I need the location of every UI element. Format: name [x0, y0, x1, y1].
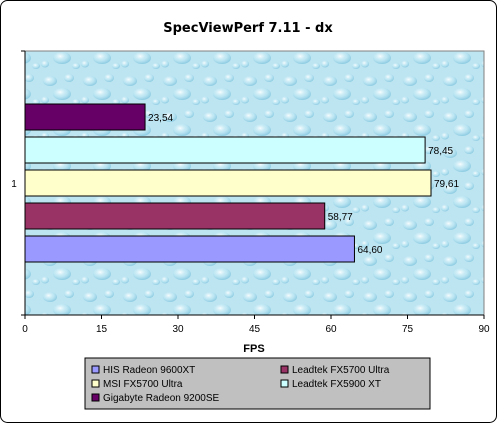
x-tick-label: 30	[172, 324, 184, 335]
legend-swatch	[91, 379, 100, 388]
legend-label: Leadtek FX5700 Ultra	[292, 365, 390, 376]
legend-swatch	[91, 393, 100, 402]
chart-title: SpecViewPerf 7.11 - dx	[163, 21, 333, 36]
bar	[24, 136, 426, 164]
bar	[24, 103, 146, 131]
x-tick-label: 90	[478, 324, 490, 335]
data-label: 64,60	[357, 245, 382, 256]
legend-label: Gigabyte Radeon 9200SE	[103, 393, 220, 404]
x-tick-label: 45	[249, 324, 261, 335]
x-tick-label: 75	[402, 324, 414, 335]
x-tick-label: 0	[22, 324, 28, 335]
y-tick-label: 1	[11, 179, 17, 190]
bar	[24, 202, 326, 230]
data-label: 23,54	[148, 113, 173, 124]
bar	[24, 169, 432, 197]
data-label: 58,77	[328, 212, 353, 223]
legend-box	[84, 357, 431, 410]
legend-label: HIS Radeon 9600XT	[103, 365, 195, 376]
axes: 0 15 30 45 60 75 90 1	[11, 50, 490, 335]
data-label: 79,61	[434, 179, 459, 190]
legend: HIS Radeon 9600XT Leadtek FX5700 Ultra MSI…	[84, 357, 431, 410]
x-axis-title: FPS	[243, 343, 264, 355]
legend-swatch	[280, 365, 289, 374]
x-tick-label: 60	[325, 324, 337, 335]
bar	[24, 235, 355, 263]
legend-label: MSI FX5700 Ultra	[103, 379, 183, 390]
bar-group: 64,60 58,77 79,61 78,45 23,54	[24, 103, 459, 263]
legend-swatch	[91, 365, 100, 374]
x-tick-label: 15	[96, 324, 108, 335]
data-label: 78,45	[428, 146, 453, 157]
legend-label: Leadtek FX5900 XT	[292, 379, 381, 390]
legend-swatch	[280, 379, 289, 388]
